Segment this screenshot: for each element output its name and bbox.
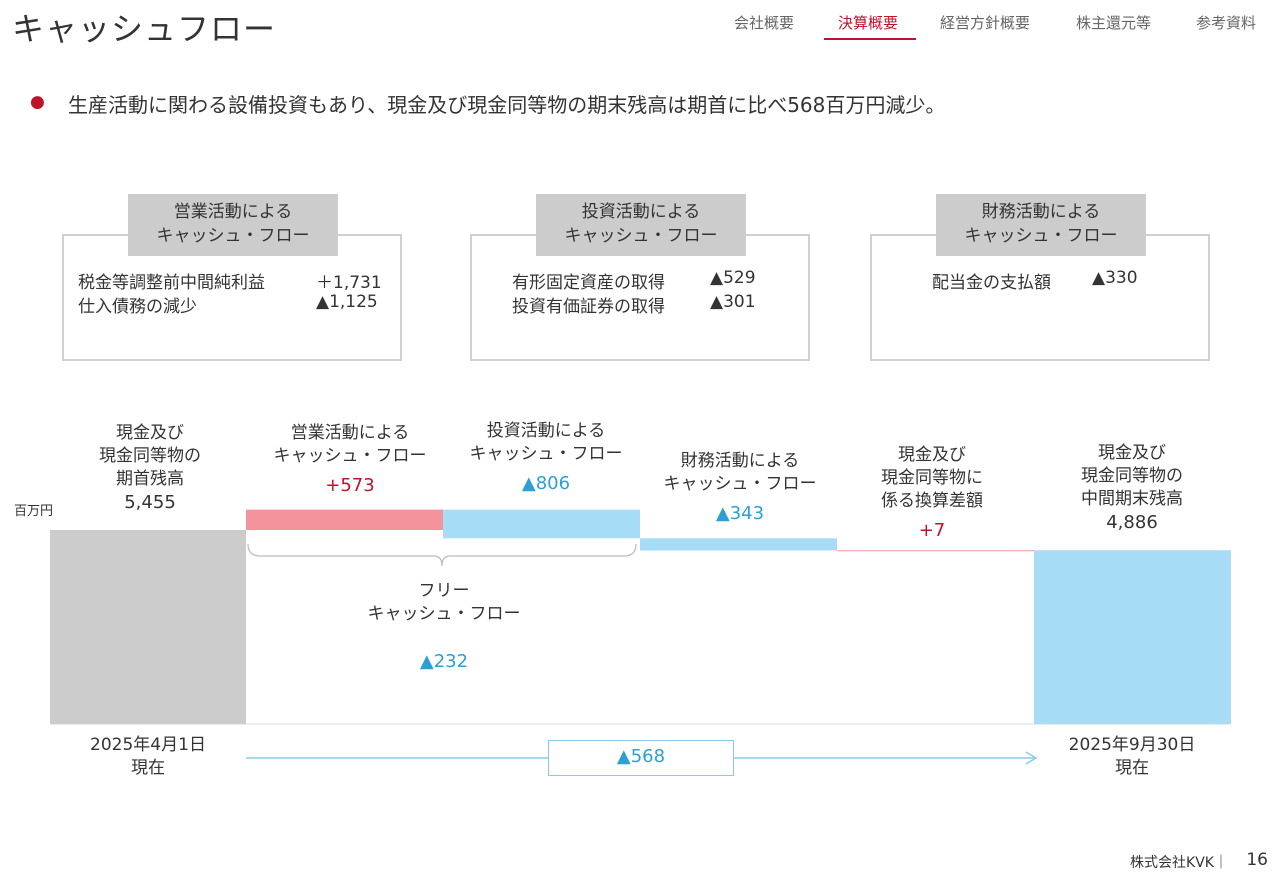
step-label-operating: 営業活動による キャッシュ・フロー +573 bbox=[250, 422, 450, 497]
net-change-value: ▲568 bbox=[616, 746, 666, 767]
page-title: キャッシュフロー bbox=[12, 10, 277, 48]
financing-label-line1: 財務活動による bbox=[680, 451, 800, 471]
investing-row2-label: 投資有価証券の取得 bbox=[512, 297, 665, 317]
investing-cf-head-line2: キャッシュ・フロー bbox=[564, 226, 718, 246]
operating-row2-value: ▲1,125 bbox=[316, 292, 378, 312]
summary-text: 生産活動に関わる設備投資もあり、現金及び現金同等物の期末残高は期首に比べ568百… bbox=[68, 93, 946, 117]
footer-company: 株式会社KVK｜ bbox=[1130, 855, 1228, 871]
investing-row1-value: ▲529 bbox=[710, 268, 756, 288]
free-cf-label: フリー キャッシュ・フロー ▲232 bbox=[344, 580, 544, 673]
step-label-opening: 現金及び 現金同等物の 期首残高 5,455 bbox=[70, 422, 230, 514]
opening-value-label: 5,455 bbox=[124, 492, 176, 513]
operating-label-line2: キャッシュ・フロー bbox=[273, 446, 427, 466]
free-cf-value: ▲232 bbox=[419, 651, 469, 672]
free-cf-brace bbox=[247, 543, 637, 567]
opening-label-line2: 現金同等物の bbox=[99, 446, 201, 466]
bar-opening bbox=[50, 530, 246, 724]
step-label-closing: 現金及び 現金同等物の 中間期末残高 4,886 bbox=[1052, 442, 1212, 534]
financing-cf-head-line2: キャッシュ・フロー bbox=[964, 226, 1118, 246]
financing-cf-box-head: 財務活動による キャッシュ・フロー bbox=[936, 194, 1146, 256]
bar-operating bbox=[246, 509, 443, 530]
step-label-fx: 現金及び 現金同等物に 係る換算差額 +7 bbox=[852, 444, 1012, 542]
nav-item-reference[interactable]: 参考資料 bbox=[1196, 14, 1257, 32]
opening-label-line3: 期首残高 bbox=[116, 469, 184, 489]
operating-value-label: +573 bbox=[325, 475, 375, 496]
operating-cf-box-head: 営業活動による キャッシュ・フロー bbox=[128, 194, 338, 256]
fx-value-label: +7 bbox=[918, 520, 946, 541]
net-change-box bbox=[548, 740, 734, 776]
free-cf-label-line1: フリー bbox=[418, 581, 470, 601]
operating-cf-head-line1: 営業活動による bbox=[173, 202, 293, 222]
nav-item-shareholder[interactable]: 株主還元等 bbox=[1076, 14, 1152, 32]
investing-row1-label: 有形固定資産の取得 bbox=[512, 273, 665, 293]
start-date-line1: 2025年4月1日 bbox=[90, 735, 206, 755]
fx-label-line1: 現金及び bbox=[898, 445, 966, 465]
footer-page-number: 16 bbox=[1246, 850, 1268, 870]
fx-label-line2: 現金同等物に bbox=[881, 468, 983, 488]
bar-closing bbox=[1034, 550, 1231, 724]
financing-value-label: ▲343 bbox=[715, 503, 765, 524]
free-cf-label-line2: キャッシュ・フロー bbox=[367, 604, 521, 624]
operating-row2-label: 仕入債務の減少 bbox=[78, 297, 197, 317]
nav-item-results[interactable]: 決算概要 bbox=[838, 14, 899, 32]
bar-financing bbox=[640, 538, 837, 551]
financing-label-line2: キャッシュ・フロー bbox=[663, 474, 817, 494]
financing-cf-head-line1: 財務活動による bbox=[981, 202, 1101, 222]
start-date-label: 2025年4月1日 現在 bbox=[68, 734, 228, 780]
step-label-investing: 投資活動による キャッシュ・フロー ▲806 bbox=[446, 420, 646, 495]
opening-label-line1: 現金及び bbox=[116, 423, 184, 443]
financing-row1-label: 配当金の支払額 bbox=[932, 273, 1051, 293]
bar-investing bbox=[443, 509, 640, 539]
end-date-line2: 現在 bbox=[1115, 758, 1149, 778]
financing-row1-value: ▲330 bbox=[1092, 268, 1138, 288]
net-change-arrowhead-icon bbox=[1025, 751, 1038, 765]
nav-item-company[interactable]: 会社概要 bbox=[734, 14, 795, 32]
end-date-line1: 2025年9月30日 bbox=[1068, 735, 1196, 755]
end-date-label: 2025年9月30日 現在 bbox=[1052, 734, 1212, 780]
start-date-line2: 現在 bbox=[131, 758, 165, 778]
chart-unit-label: 百万円 bbox=[14, 504, 54, 519]
bar-fx bbox=[837, 550, 1034, 552]
investing-label-line2: キャッシュ・フロー bbox=[469, 444, 623, 464]
operating-cf-head-line2: キャッシュ・フロー bbox=[156, 226, 310, 246]
investing-cf-head-line1: 投資活動による bbox=[581, 202, 701, 222]
step-label-financing: 財務活動による キャッシュ・フロー ▲343 bbox=[640, 450, 840, 525]
closing-label-line3: 中間期末残高 bbox=[1081, 489, 1183, 509]
closing-value-label: 4,886 bbox=[1106, 512, 1158, 533]
nav-item-policy[interactable]: 経営方針概要 bbox=[940, 14, 1031, 32]
closing-label-line2: 現金同等物の bbox=[1081, 466, 1183, 486]
investing-label-line1: 投資活動による bbox=[486, 421, 606, 441]
closing-label-line1: 現金及び bbox=[1098, 443, 1166, 463]
operating-row1-label: 税金等調整前中間純利益 bbox=[78, 273, 265, 293]
bullet-dot-icon: ● bbox=[30, 92, 45, 112]
top-nav: 会社概要 決算概要 経営方針概要 株主還元等 参考資料 bbox=[720, 12, 1268, 42]
investing-row2-value: ▲301 bbox=[710, 292, 756, 312]
operating-row1-value: ＋1,731 bbox=[316, 273, 382, 293]
nav-active-underline bbox=[824, 38, 916, 40]
fx-label-line3: 係る換算差額 bbox=[881, 491, 983, 511]
investing-value-label: ▲806 bbox=[521, 473, 571, 494]
operating-label-line1: 営業活動による bbox=[290, 423, 410, 443]
investing-cf-box-head: 投資活動による キャッシュ・フロー bbox=[536, 194, 746, 256]
